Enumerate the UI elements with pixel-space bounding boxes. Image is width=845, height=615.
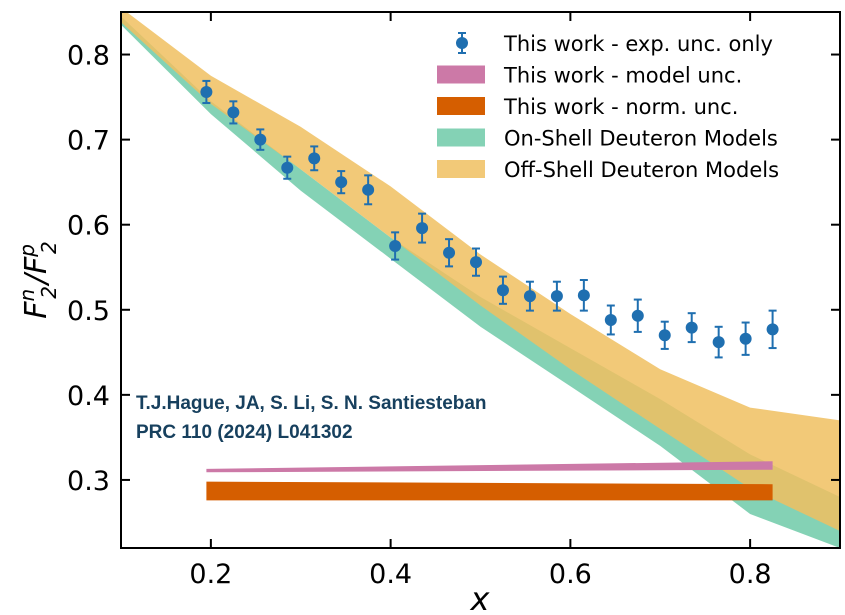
legend-label: On-Shell Deuteron Models <box>504 127 778 151</box>
band-this-work-model-unc <box>206 461 773 473</box>
y-tick-label: 0.4 <box>67 381 110 412</box>
data-point <box>335 170 348 195</box>
x-tick-label: 0.2 <box>189 559 232 590</box>
data-point <box>227 100 240 125</box>
data-point <box>685 312 698 344</box>
point-marker <box>308 152 321 165</box>
point-marker <box>766 323 779 336</box>
data-point <box>631 298 644 333</box>
y-tick-label: 0.6 <box>67 211 110 242</box>
y-label-numerator-F: F <box>19 301 54 319</box>
x-tick-label: 0.6 <box>549 559 592 590</box>
legend-entry: This work - norm. unc. <box>437 95 738 119</box>
point-marker <box>470 256 483 269</box>
y-axis-label: Fn2/Fp2 <box>15 241 61 319</box>
data-point <box>470 247 483 277</box>
annotation-reference: PRC 110 (2024) L041302 <box>136 422 353 443</box>
point-marker <box>739 332 752 345</box>
x-axis: 0.2 0.4 0.6 0.8 <box>189 12 772 590</box>
svg-text:Fn2/Fp2: Fn2/Fp2 <box>15 241 61 319</box>
point-marker <box>604 313 617 326</box>
point-marker <box>550 290 563 303</box>
x-axis-label: x <box>470 580 491 615</box>
data-points <box>200 79 779 359</box>
data-point <box>577 279 590 312</box>
legend-entry: On-Shell Deuteron Models <box>437 127 778 151</box>
y-tick-label: 0.8 <box>67 41 110 72</box>
data-point <box>308 145 321 172</box>
band-this-work-norm-unc <box>206 481 773 501</box>
data-point <box>766 309 779 350</box>
data-point <box>254 128 267 151</box>
data-point <box>523 280 536 312</box>
point-marker <box>577 289 590 302</box>
data-point <box>658 320 671 350</box>
point-marker <box>685 321 698 334</box>
legend-label: This work - exp. unc. only <box>503 32 773 56</box>
band-off-shell-deuteron-models <box>121 12 840 531</box>
legend-marker <box>456 37 468 49</box>
point-marker <box>496 284 509 297</box>
point-marker <box>281 161 294 174</box>
data-point <box>604 304 617 336</box>
legend: This work - exp. unc. only This work - mo… <box>437 32 779 182</box>
y-label-slash: / <box>19 271 54 287</box>
point-marker <box>416 222 429 235</box>
data-point <box>712 325 725 359</box>
legend-label: This work - model unc. <box>503 64 742 88</box>
y-axis: 0.3 0.4 0.5 0.6 0.7 0.8 <box>67 41 840 497</box>
data-point <box>362 174 375 206</box>
x-tick-label: 0.4 <box>369 559 412 590</box>
y-label-subscript-2: 2 <box>37 286 61 299</box>
data-point <box>416 212 429 244</box>
annotation-authors: T.J.Hague, JA, S. Li, S. N. Santiesteban <box>136 393 487 414</box>
point-marker <box>335 176 348 189</box>
y-label-subscript-2b: 2 <box>37 241 61 254</box>
data-point <box>389 231 402 261</box>
point-marker <box>631 309 644 322</box>
legend-swatch <box>437 97 485 115</box>
model-bands <box>121 12 840 548</box>
legend-label: Off-Shell Deuteron Models <box>504 158 779 182</box>
y-label-denominator-F: F <box>19 256 54 274</box>
legend-swatch <box>437 160 485 178</box>
point-marker <box>712 336 725 349</box>
y-label-superscript-p: p <box>15 244 39 258</box>
x-tick-label: 0.8 <box>729 559 772 590</box>
legend-entry: Off-Shell Deuteron Models <box>437 158 779 182</box>
point-marker <box>658 329 671 342</box>
y-tick-label: 0.3 <box>67 466 110 497</box>
point-marker <box>389 239 402 252</box>
data-point <box>281 155 294 180</box>
y-tick-label: 0.7 <box>67 126 110 157</box>
point-marker <box>362 183 375 196</box>
legend-entry: This work - exp. unc. only <box>456 32 773 56</box>
data-point <box>550 280 563 312</box>
data-point <box>496 275 509 305</box>
data-point <box>443 238 456 268</box>
y-label-superscript-n: n <box>15 289 39 302</box>
data-point <box>739 321 752 356</box>
point-marker <box>523 290 536 303</box>
plot-frame <box>120 11 841 549</box>
legend-label: This work - norm. unc. <box>503 95 738 119</box>
legend-entry: This work - model unc. <box>437 64 742 88</box>
point-marker <box>443 246 456 259</box>
legend-swatch <box>437 128 485 147</box>
data-point <box>200 79 213 105</box>
y-tick-label: 0.5 <box>67 296 110 327</box>
legend-swatch <box>437 65 485 84</box>
point-marker <box>227 106 240 119</box>
point-marker <box>254 133 267 146</box>
point-marker <box>200 85 213 98</box>
